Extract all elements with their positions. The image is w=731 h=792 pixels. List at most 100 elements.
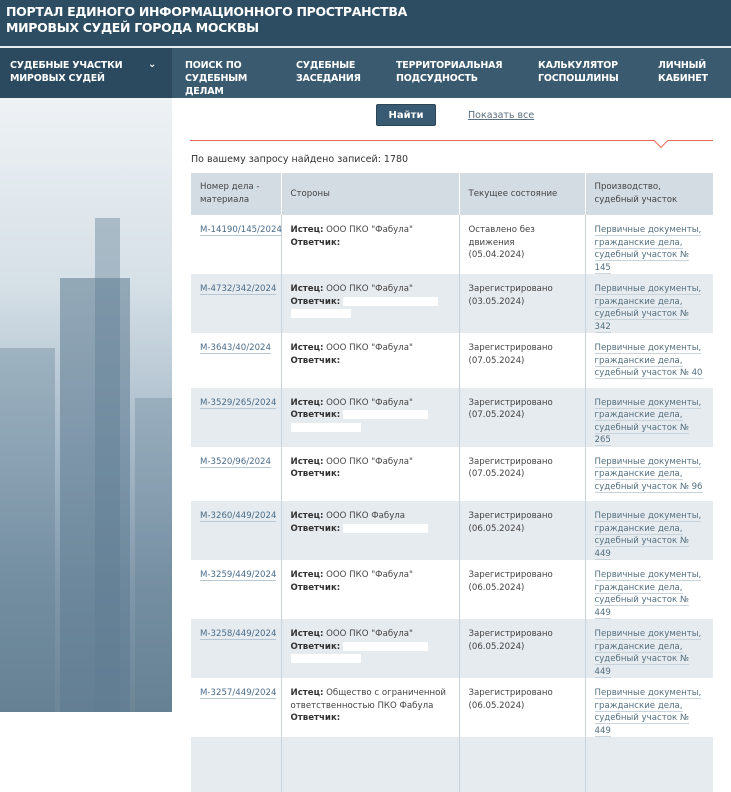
proceeding-link[interactable]: гражданские дела,	[594, 641, 683, 653]
divider	[0, 46, 731, 48]
plaintiff-name: Общество с ограниченной ответственностью…	[290, 688, 446, 711]
court-section-link[interactable]: судебный участок № 265	[594, 422, 689, 446]
nav-item-fee-calculator[interactable]: КАЛЬКУЛЯТОР ГОСПОШЛИНЫ	[527, 48, 649, 98]
main-nav: СУДЕБНЫЕ УЧАСТКИ МИРОВЫХ СУДЕЙ ⌄ ПОИСК ПО С…	[0, 48, 731, 98]
proceeding-link[interactable]: гражданские дела,	[594, 469, 683, 480]
proceeding-link[interactable]: Первичные документы,	[594, 456, 702, 468]
title-line-1: ПОРТАЛ ЕДИНОГО ИНФОРМАЦИОННОГО ПРОСТРАНС…	[6, 4, 407, 19]
table-row: М-4732/342/2024 Истец: ООО ПКО "Фабула" От…	[191, 274, 713, 333]
nav-label: ЗАСЕДАНИЯ	[296, 73, 361, 84]
defendant-label: Ответчик:	[290, 410, 341, 420]
case-number-link[interactable]: М-3529/265/2024	[200, 397, 277, 409]
proceeding-link[interactable]: гражданские дела,	[594, 523, 683, 535]
nav-item-hearings[interactable]: СУДЕБНЫЕ ЗАСЕДАНИЯ	[284, 48, 384, 98]
case-number-link[interactable]: М-14190/145/2024	[200, 225, 282, 236]
column-header-case: Номер дела - материала	[191, 173, 282, 215]
proceeding-link[interactable]: Первичные документы,	[594, 397, 702, 409]
redacted-text	[342, 410, 428, 419]
plaintiff-name: ООО ПКО "Фабула"	[326, 284, 413, 294]
proceeding-link[interactable]: Первичные документы,	[594, 511, 702, 522]
show-all-link[interactable]: Показать все	[468, 110, 535, 121]
defendant-label: Ответчик:	[290, 582, 341, 593]
case-number-link[interactable]: М-3520/96/2024	[200, 456, 271, 468]
defendant-label: Ответчик:	[290, 296, 341, 307]
court-section-link[interactable]: судебный участок № 96	[594, 481, 703, 493]
defendant-label: Ответчик:	[290, 237, 341, 248]
court-section-link[interactable]: судебный участок № 449	[594, 654, 689, 678]
plaintiff-label: Истец:	[290, 284, 324, 294]
results-table: Номер дела - материала Стороны Текущее с…	[191, 173, 714, 792]
nav-item-account[interactable]: ЛИЧНЫЙ КАБИНЕТ	[649, 48, 708, 98]
case-number-link[interactable]: М-3259/449/2024	[200, 570, 277, 581]
column-header-parties: Стороны	[281, 173, 460, 215]
status-date: (07.05.2024)	[468, 469, 525, 479]
redacted-text	[290, 309, 351, 318]
status-text: Зарегистрировано	[468, 511, 553, 521]
plaintiff-label: Истец:	[290, 225, 324, 235]
nav-label: КАБИНЕТ	[658, 73, 708, 84]
find-button[interactable]: Найти	[376, 104, 436, 126]
redacted-text	[342, 641, 428, 651]
plaintiff-name: ООО ПКО "Фабула"	[326, 629, 413, 639]
proceeding-link[interactable]: гражданские дела,	[594, 296, 683, 308]
proceeding-link[interactable]: Первичные документы,	[594, 343, 702, 354]
plaintiff-label: Истец:	[290, 570, 324, 580]
proceeding-link[interactable]: Первичные документы,	[594, 284, 702, 295]
redacted-text	[342, 523, 428, 533]
proceeding-link[interactable]: гражданские дела,	[594, 355, 683, 367]
court-section-link[interactable]: судебный участок № 449	[594, 595, 689, 619]
site-title[interactable]: ПОРТАЛ ЕДИНОГО ИНФОРМАЦИОННОГО ПРОСТРАНС…	[0, 0, 731, 46]
status-date: (06.05.2024)	[468, 641, 525, 652]
plaintiff-label: Истец:	[290, 688, 324, 698]
table-row: М-14190/145/2024 Истец: ООО ПКО "Фабула" О…	[191, 215, 713, 274]
status-date: (07.05.2024)	[468, 355, 525, 366]
proceeding-link[interactable]: гражданские дела,	[594, 237, 683, 249]
divider-notch	[653, 133, 669, 149]
court-section-link[interactable]: судебный участок № 449	[594, 713, 689, 737]
court-section-link[interactable]: судебный участок № 342	[594, 309, 689, 333]
plaintiff-name: ООО ПКО "Фабула"	[326, 343, 413, 353]
court-section-link[interactable]: судебный участок № 449	[594, 536, 689, 560]
case-number-link[interactable]: М-3257/449/2024	[200, 688, 277, 699]
case-number-link[interactable]: М-4732/342/2024	[200, 284, 277, 295]
divider	[190, 140, 713, 141]
redacted-text	[290, 422, 361, 432]
results-count: По вашему запросу найдено записей: 1780	[191, 154, 409, 165]
nav-label: ПОИСК ПО	[185, 60, 242, 71]
city-background-image	[0, 98, 172, 712]
case-number-link[interactable]: М-3260/449/2024	[200, 511, 277, 522]
proceeding-link[interactable]: гражданские дела,	[594, 582, 683, 594]
court-section-link[interactable]: судебный участок № 145	[594, 250, 689, 274]
redacted-text	[342, 296, 438, 306]
case-number-link[interactable]: М-3643/40/2024	[200, 343, 271, 354]
proceeding-link[interactable]: гражданские дела,	[594, 410, 683, 421]
status-date: (06.05.2024)	[468, 582, 525, 593]
proceeding-link[interactable]: Первичные документы,	[594, 629, 702, 640]
plaintiff-label: Истец:	[290, 629, 324, 639]
nav-label: ТЕРРИТОРИАЛЬНАЯ	[396, 60, 503, 71]
table-row: М-3259/449/2024 Истец: ООО ПКО "Фабула" От…	[191, 560, 713, 619]
defendant-label: Ответчик:	[290, 469, 341, 479]
defendant-label: Ответчик:	[290, 523, 341, 534]
proceeding-link[interactable]: Первичные документы,	[594, 570, 702, 581]
nav-label: СУДЕБНЫМ ДЕЛАМ	[185, 73, 248, 97]
case-number-link[interactable]: М-3258/449/2024	[200, 629, 277, 640]
nav-item-jurisdiction[interactable]: ТЕРРИТОРИАЛЬНАЯ ПОДСУДНОСТЬ	[384, 48, 527, 98]
nav-item-case-search[interactable]: ПОИСК ПО СУДЕБНЫМ ДЕЛАМ	[172, 48, 284, 98]
court-section-link[interactable]: судебный участок № 40	[594, 368, 703, 379]
proceeding-link[interactable]: гражданские дела,	[594, 700, 683, 712]
plaintiff-label: Истец:	[290, 456, 324, 467]
proceeding-link[interactable]: Первичные документы,	[594, 225, 702, 236]
table-row: М-3260/449/2024 Истец: ООО ПКО Фабула Отве…	[191, 501, 713, 560]
status-text: Зарегистрировано	[468, 284, 553, 294]
table-row: М-3643/40/2024 Истец: ООО ПКО "Фабула" Отв…	[191, 333, 713, 388]
nav-label: КАЛЬКУЛЯТОР	[538, 60, 618, 71]
status-text: Зарегистрировано	[468, 397, 553, 408]
nav-item-courts[interactable]: СУДЕБНЫЕ УЧАСТКИ МИРОВЫХ СУДЕЙ ⌄	[0, 48, 172, 98]
plaintiff-name: ООО ПКО "Фабула"	[326, 570, 413, 580]
proceeding-link[interactable]: Первичные документы,	[594, 688, 702, 699]
table-row: М-3529/265/2024 Истец: ООО ПКО "Фабула" От…	[191, 387, 713, 447]
nav-label: СУДЕБНЫЕ	[296, 60, 356, 71]
nav-label: ЛИЧНЫЙ	[658, 60, 707, 71]
status-date: (07.05.2024)	[468, 410, 525, 420]
